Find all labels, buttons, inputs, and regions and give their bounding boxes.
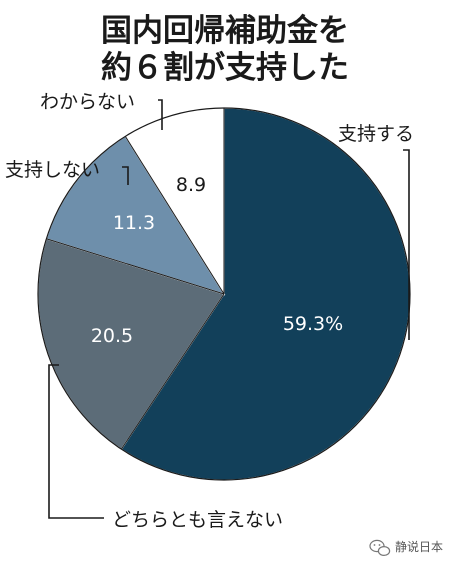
value-label-unknown: 8.9 xyxy=(176,174,206,196)
wechat-icon xyxy=(369,539,391,556)
category-labels: 支持する どちらとも言えない 支持しない わからない xyxy=(5,91,414,531)
category-label-unknown: わからない xyxy=(40,91,135,113)
title-line-1: 国内回帰補助金を xyxy=(101,13,349,49)
chart-title: 国内回帰補助金を 約６割が支持した xyxy=(101,13,349,86)
leader-lines xyxy=(48,99,410,519)
leader-line-not-support xyxy=(122,166,129,185)
pie-slice-edge xyxy=(120,293,225,450)
value-label-not-support: 11.3 xyxy=(113,212,155,234)
pie-slice-edge xyxy=(46,238,225,295)
leader-line-support xyxy=(403,149,410,340)
watermark-text: 静说日本 xyxy=(395,539,443,554)
title-line-2: 約６割が支持した xyxy=(101,50,349,86)
category-label-support: 支持する xyxy=(338,123,414,145)
value-labels: 59.3% 20.5 11.3 8.9 xyxy=(91,174,343,347)
leader-line-unknown xyxy=(158,99,163,130)
value-label-support: 59.3% xyxy=(283,313,343,335)
pie-slice-edge xyxy=(124,136,225,295)
value-label-neutral: 20.5 xyxy=(91,325,133,347)
watermark: 静说日本 xyxy=(369,539,443,556)
category-label-not-support: 支持しない xyxy=(5,159,100,181)
leader-line-neutral xyxy=(48,364,104,519)
category-label-neutral: どちらとも言えない xyxy=(112,509,283,531)
pie-chart xyxy=(37,107,411,481)
